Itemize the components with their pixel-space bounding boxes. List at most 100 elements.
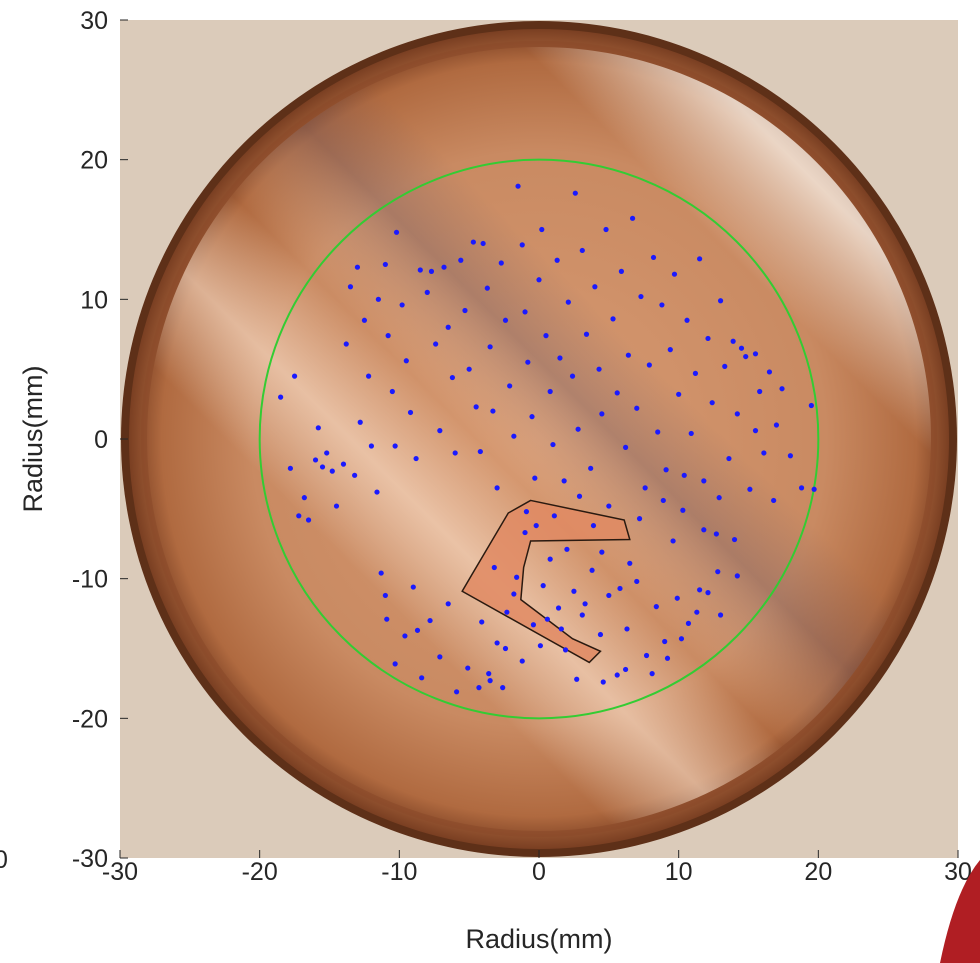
data-point — [680, 507, 686, 513]
data-point — [333, 503, 340, 509]
data-point — [562, 647, 569, 653]
data-point — [399, 302, 405, 308]
data-point — [347, 284, 354, 290]
data-point — [575, 426, 581, 432]
data-point — [407, 409, 414, 416]
data-point — [627, 560, 633, 566]
data-point — [537, 643, 543, 649]
data-point — [543, 333, 549, 339]
data-point — [681, 472, 687, 478]
data-point — [296, 513, 302, 519]
data-point — [638, 293, 644, 300]
data-point — [479, 619, 485, 625]
data-point — [705, 335, 711, 342]
photo-background — [120, 20, 958, 858]
data-point — [305, 517, 312, 523]
data-point — [624, 626, 630, 632]
data-point — [504, 609, 510, 615]
data-point — [441, 264, 447, 270]
data-point — [402, 633, 408, 639]
data-point — [565, 299, 571, 305]
data-point — [634, 405, 640, 411]
data-point — [301, 495, 307, 501]
data-point — [670, 538, 676, 544]
data-point — [547, 556, 553, 562]
data-point — [705, 590, 711, 596]
data-point — [599, 411, 605, 417]
data-point — [357, 419, 363, 425]
data-point — [779, 386, 785, 392]
data-point — [747, 486, 753, 492]
data-point — [466, 366, 472, 372]
data-point — [445, 324, 451, 330]
data-point — [315, 425, 321, 431]
x-tick-label: -20 — [242, 858, 278, 886]
data-point — [470, 239, 476, 245]
data-point — [588, 465, 594, 471]
data-point — [697, 256, 703, 262]
data-point — [519, 658, 525, 664]
data-point — [410, 584, 416, 590]
data-point — [540, 583, 546, 589]
data-point — [382, 261, 388, 268]
data-point — [343, 341, 349, 347]
y-tick-label: -30 — [72, 845, 108, 873]
data-point — [743, 353, 749, 360]
data-point — [731, 536, 738, 543]
data-point — [773, 422, 780, 428]
data-point — [449, 374, 456, 381]
data-point — [433, 341, 439, 347]
data-point — [757, 388, 763, 395]
data-point — [606, 503, 612, 509]
data-point — [392, 443, 398, 449]
region-polygon — [461, 499, 631, 664]
data-point — [502, 645, 509, 652]
data-point — [529, 414, 535, 420]
data-point — [558, 626, 564, 632]
data-point — [606, 592, 612, 599]
data-point — [643, 652, 650, 659]
data-point — [550, 441, 556, 448]
data-point — [555, 605, 562, 611]
x-tick-label: 20 — [804, 858, 832, 886]
data-point — [697, 587, 703, 593]
data-point — [597, 631, 604, 638]
data-point — [752, 428, 759, 434]
data-point — [329, 468, 335, 474]
data-point — [659, 302, 665, 308]
data-point — [494, 640, 500, 646]
data-point — [392, 661, 398, 667]
data-point — [453, 689, 460, 695]
data-point — [532, 475, 538, 481]
data-point — [530, 622, 537, 628]
data-point — [589, 567, 595, 573]
data-point — [312, 457, 319, 463]
data-point — [480, 240, 486, 247]
data-point — [487, 678, 493, 684]
data-point — [507, 383, 513, 389]
data-point — [592, 284, 598, 290]
data-point — [717, 612, 724, 618]
data-point — [486, 671, 492, 677]
data-point — [579, 247, 585, 254]
x-tick-label: 0 — [532, 858, 546, 886]
data-point — [642, 485, 648, 491]
data-point — [646, 362, 652, 368]
data-point — [403, 358, 409, 364]
data-point — [564, 546, 570, 552]
data-point — [811, 486, 817, 492]
data-point — [490, 408, 496, 414]
data-point — [599, 549, 605, 555]
boundary-circle — [258, 158, 820, 720]
y-tick-label: 10 — [80, 286, 108, 314]
data-point — [476, 685, 482, 691]
data-point — [660, 497, 666, 504]
data-point — [465, 665, 471, 671]
data-point — [498, 260, 504, 266]
data-point — [382, 592, 388, 599]
data-point — [319, 464, 326, 470]
data-point — [709, 400, 715, 406]
data-point — [291, 373, 298, 379]
stray-tick-label: 0 — [0, 846, 8, 874]
